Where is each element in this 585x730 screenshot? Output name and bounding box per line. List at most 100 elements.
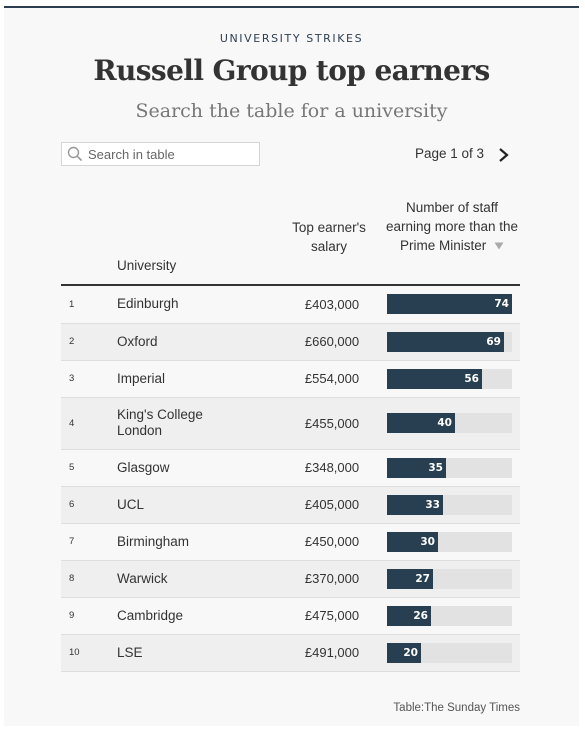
bar-value-label: 27	[415, 572, 430, 585]
rank-cell: 9	[69, 610, 75, 621]
bar	[387, 531, 438, 552]
chart-subtitle: Search the table for a university	[135, 100, 448, 122]
bar-cell: 20	[387, 634, 520, 671]
bar	[387, 605, 431, 626]
page-indicator: Page 1 of 3	[415, 146, 485, 161]
bar-value-label: 33	[425, 498, 440, 511]
university-cell: Oxford	[117, 323, 277, 360]
salary-cell: £405,000	[304, 497, 360, 512]
table-row: 9 Cambridge £475,000 26	[61, 597, 520, 634]
bar	[387, 331, 504, 352]
university-cell: LSE	[117, 634, 277, 671]
university-name: King's College London	[117, 407, 203, 438]
salary-cell: £554,000	[304, 371, 360, 386]
university-cell: Imperial	[117, 360, 277, 397]
salary-cell: £450,000	[304, 534, 360, 549]
chart-title: Russell Group top earners	[93, 54, 490, 87]
university-cell: Birmingham	[117, 523, 277, 560]
bar-value-label: 20	[403, 646, 418, 659]
bar-cell: 35	[387, 449, 520, 486]
bar	[387, 413, 455, 433]
bar-value-label: 26	[413, 609, 428, 622]
table-row: 2 Oxford £660,000 69	[61, 323, 520, 360]
university-name: LSE	[117, 644, 143, 660]
table-row: 1 Edinburgh £403,000 74	[61, 286, 520, 323]
university-name: Oxford	[117, 333, 158, 349]
bar-cell: 40	[387, 397, 520, 449]
bar-track: 20	[387, 642, 512, 663]
bar-track: 74	[387, 294, 512, 315]
rank-cell: 7	[69, 536, 75, 547]
rank-cell: 4	[69, 417, 75, 429]
bar-value-label: 40	[437, 417, 452, 429]
university-cell: Warwick	[117, 560, 277, 597]
university-cell: UCL	[117, 486, 277, 523]
table-row: 8 Warwick £370,000 27	[61, 560, 520, 597]
bar-track: 40	[387, 413, 512, 433]
university-cell: Cambridge	[117, 597, 277, 634]
university-name: Cambridge	[117, 607, 184, 623]
bar	[387, 494, 443, 515]
bar-track: 69	[387, 331, 512, 352]
column-header-staff-count[interactable]: Number of staff earning more than the Pr…	[384, 198, 520, 255]
salary-cell: £491,000	[304, 645, 360, 660]
rank-cell: 3	[69, 373, 75, 384]
salary-cell: £403,000	[304, 296, 360, 312]
chevron-right-icon	[499, 148, 509, 162]
table-row: 6 UCL £405,000 33	[61, 486, 520, 523]
source-credit: Table:The Sunday Times	[393, 702, 520, 714]
bar	[387, 642, 421, 663]
bar-cell: 74	[387, 286, 520, 323]
bar-track: 26	[387, 605, 512, 626]
table-row: 5 Glasgow £348,000 35	[61, 449, 520, 486]
table-row: 10 LSE £491,000 20	[61, 634, 520, 671]
rank-cell: 8	[69, 573, 75, 584]
rank-cell: 10	[69, 647, 80, 658]
salary-cell: £348,000	[304, 460, 360, 475]
bar-cell: 69	[387, 323, 520, 360]
bar-track: 30	[387, 531, 512, 552]
graphic-container: UNIVERSITY STRIKES Russell Group top ear…	[4, 6, 579, 726]
bar-cell: 56	[387, 360, 520, 397]
university-cell: Glasgow	[117, 449, 277, 486]
bar-cell: 30	[387, 523, 520, 560]
bar-track: 27	[387, 568, 512, 589]
bar-value-label: 56	[464, 372, 479, 385]
rank-cell: 1	[69, 298, 75, 310]
salary-cell: £370,000	[304, 571, 360, 586]
salary-cell: £660,000	[304, 334, 360, 349]
bar	[387, 568, 433, 589]
next-page-button[interactable]	[497, 147, 511, 167]
bar-value-label: 69	[486, 335, 501, 348]
bar-cell: 26	[387, 597, 520, 634]
bar-track: 35	[387, 457, 512, 478]
search-icon	[67, 146, 83, 162]
bar-value-label: 35	[428, 461, 443, 474]
university-name: Birmingham	[117, 533, 190, 549]
bar-cell: 27	[387, 560, 520, 597]
rank-cell: 5	[69, 462, 75, 473]
bar	[387, 457, 446, 478]
sort-descending-icon	[494, 242, 504, 250]
bar-value-label: 30	[420, 535, 435, 548]
column-header-salary[interactable]: Top earner's salary	[292, 220, 366, 254]
search-box[interactable]	[61, 142, 260, 166]
university-name: Edinburgh	[117, 296, 179, 312]
bar	[387, 368, 482, 389]
university-name: Glasgow	[117, 459, 170, 475]
university-name: Warwick	[117, 570, 168, 586]
header-divider	[61, 284, 520, 286]
rank-cell: 2	[69, 336, 75, 347]
salary-cell: £475,000	[304, 608, 360, 623]
column-header-staff-count-label: Number of staff earning more than the Pr…	[385, 200, 519, 253]
column-header-university[interactable]: University	[117, 258, 177, 273]
university-name: UCL	[117, 496, 145, 512]
bar-track: 56	[387, 368, 512, 389]
university-name: Imperial	[117, 370, 166, 386]
salary-cell: £455,000	[304, 415, 360, 431]
data-table: 1 Edinburgh £403,000 74 2 Oxford £660,000 69 3 Im…	[61, 286, 520, 672]
table-row: 7 Birmingham £450,000 30	[61, 523, 520, 560]
rank-cell: 6	[69, 499, 75, 510]
search-input[interactable]	[88, 146, 248, 162]
table-row: 3 Imperial £554,000 56	[61, 360, 520, 397]
